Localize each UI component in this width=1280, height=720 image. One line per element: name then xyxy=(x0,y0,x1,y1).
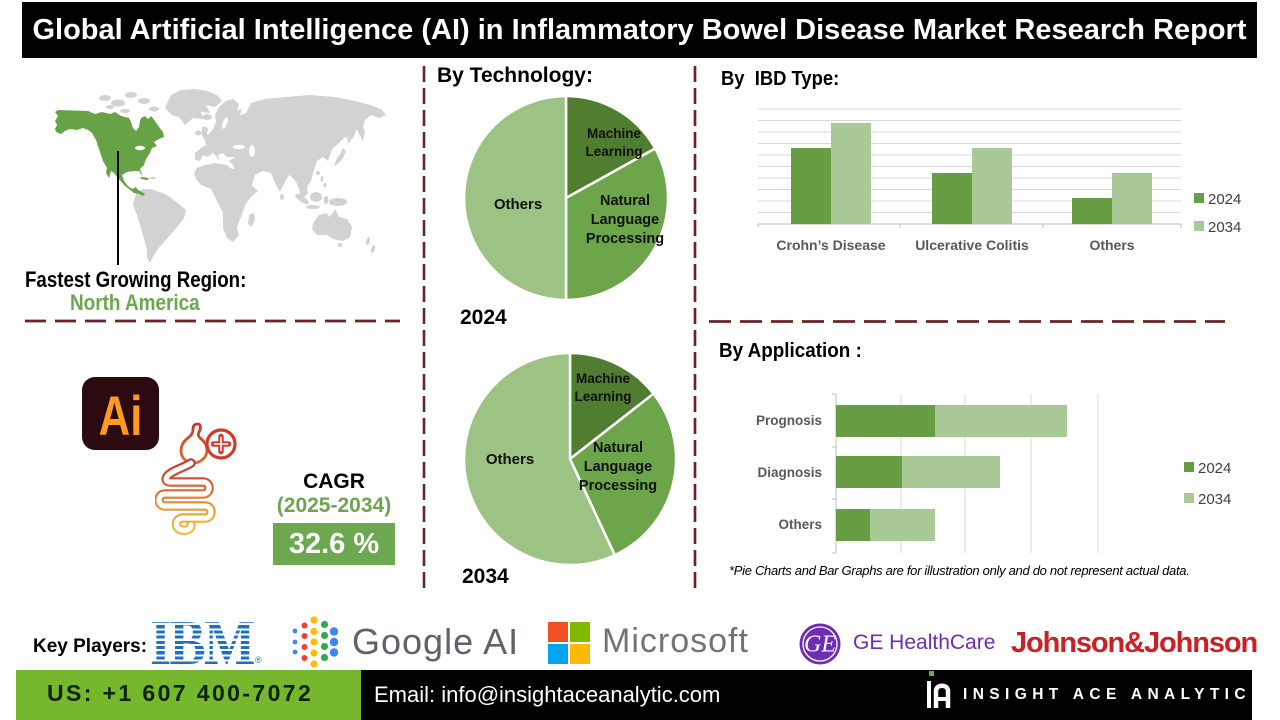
svg-text:GE: GE xyxy=(804,632,836,658)
